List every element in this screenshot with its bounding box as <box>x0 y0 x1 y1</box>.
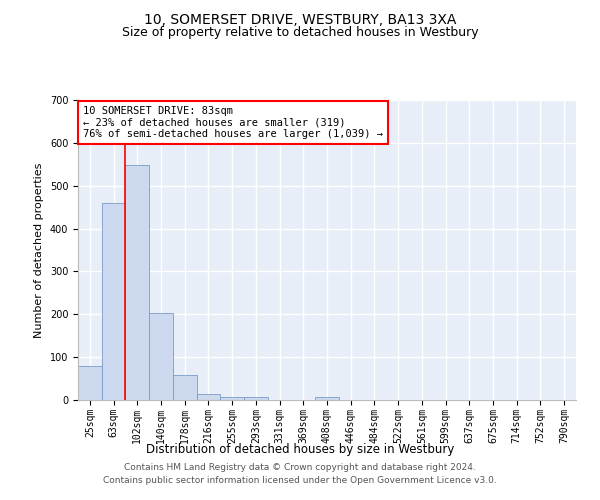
Bar <box>125 165 149 400</box>
Bar <box>220 396 244 400</box>
Y-axis label: Number of detached properties: Number of detached properties <box>34 162 44 338</box>
Text: Distribution of detached houses by size in Westbury: Distribution of detached houses by size … <box>146 442 454 456</box>
Bar <box>78 366 102 400</box>
Text: Contains HM Land Registry data © Crown copyright and database right 2024.
Contai: Contains HM Land Registry data © Crown c… <box>103 464 497 485</box>
Text: 10 SOMERSET DRIVE: 83sqm
← 23% of detached houses are smaller (319)
76% of semi-: 10 SOMERSET DRIVE: 83sqm ← 23% of detach… <box>83 106 383 139</box>
Bar <box>149 313 173 400</box>
Text: Size of property relative to detached houses in Westbury: Size of property relative to detached ho… <box>122 26 478 39</box>
Bar <box>315 396 339 400</box>
Text: 10, SOMERSET DRIVE, WESTBURY, BA13 3XA: 10, SOMERSET DRIVE, WESTBURY, BA13 3XA <box>144 12 456 26</box>
Bar <box>244 396 268 400</box>
Bar <box>173 375 197 400</box>
Bar <box>102 203 125 400</box>
Bar <box>197 394 220 400</box>
